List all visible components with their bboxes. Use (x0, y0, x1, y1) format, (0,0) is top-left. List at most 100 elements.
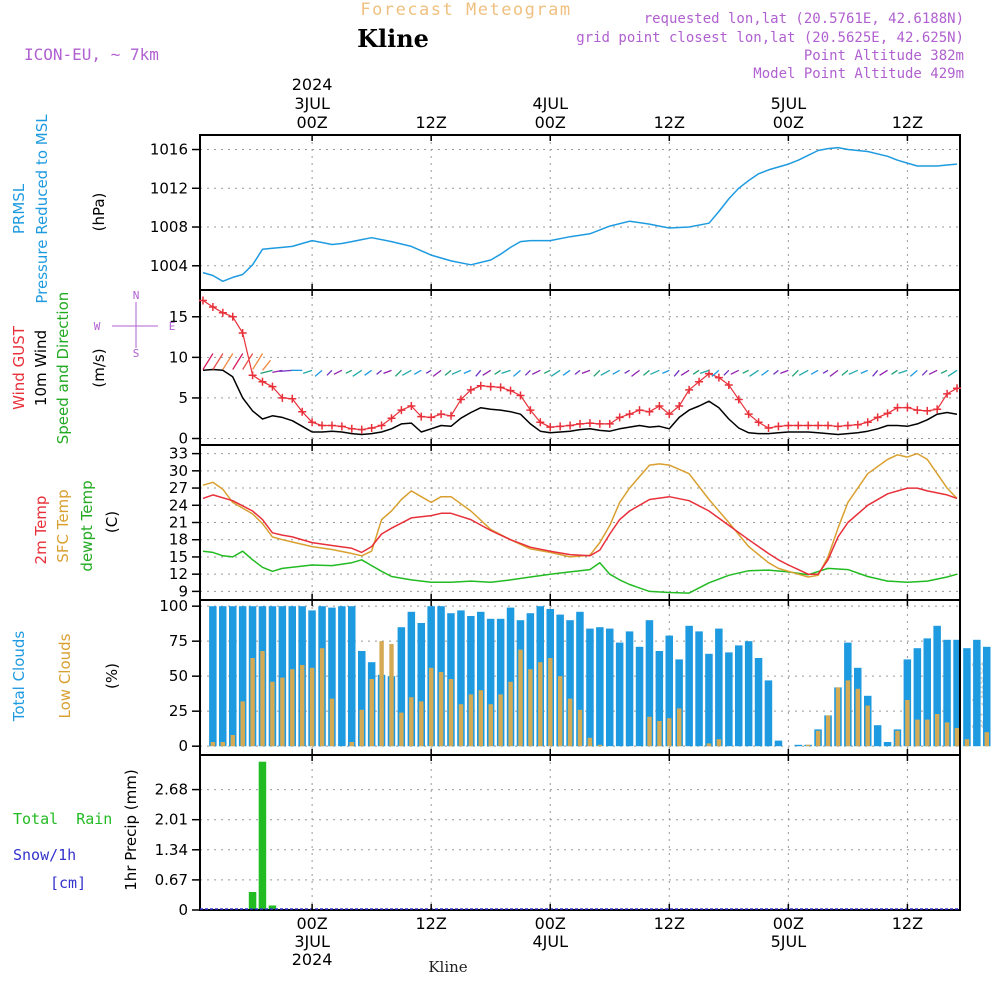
low-clouds-bar (270, 681, 275, 747)
total-clouds-bar (873, 725, 882, 747)
y-tick-label: 100 (159, 597, 188, 615)
total-clouds-bar (963, 648, 971, 747)
gust-marker (913, 406, 922, 415)
total-clouds-bar (486, 618, 495, 747)
gust-marker (695, 377, 704, 386)
pressure-unit: (hPa) (90, 193, 108, 232)
wind-arrow (773, 369, 779, 375)
y-tick-label: 21 (169, 514, 188, 532)
compass-north: N (133, 289, 140, 302)
gust-marker (853, 420, 862, 429)
low-clouds-bar (419, 701, 424, 747)
y-tick-label: 15 (169, 548, 188, 566)
wind-arrow (921, 369, 928, 376)
model-label: ICON-EU, ~ 7km (24, 45, 159, 64)
gust-marker (933, 405, 942, 414)
time-label: 12Z (416, 914, 447, 933)
wind-arrow (742, 369, 749, 374)
gust-marker (228, 312, 237, 321)
wind-arrow (574, 369, 581, 375)
wind-arrow (222, 353, 234, 370)
temp-sfc-label: SFC Temp (54, 489, 72, 562)
total-clouds-bar (586, 628, 594, 747)
gust-marker (208, 303, 217, 312)
precip-grid (200, 755, 960, 911)
wind-arrow (451, 369, 462, 375)
wind-arrow (898, 369, 908, 374)
low-clouds-bar (835, 687, 841, 747)
compass-east: E (169, 320, 176, 333)
wind-arrow (242, 353, 254, 370)
compass-rose: N W E S (94, 289, 176, 360)
gust-marker (625, 410, 634, 419)
pressure-frame (199, 134, 961, 291)
time-label: 12Z (416, 113, 447, 132)
low-clouds-bar (458, 704, 464, 747)
gust-marker (387, 414, 396, 423)
wind-arrow (872, 369, 879, 377)
model-point-altitude: Model Point Altitude 429m (753, 66, 964, 82)
gust-marker (804, 421, 813, 430)
y-tick-label: 0 (178, 901, 188, 919)
total-clouds-bar (754, 658, 763, 747)
wind-arrow (279, 369, 293, 372)
gust-marker (407, 402, 416, 411)
gust-marker (923, 406, 932, 415)
gust-marker (437, 410, 446, 419)
gust-marker (397, 406, 406, 415)
temp-2m-line (202, 487, 958, 575)
time-label: 2024 (292, 950, 333, 969)
wind-arrow (494, 369, 501, 375)
sfc-temp-line (202, 452, 958, 578)
time-label: 00Z (535, 914, 566, 933)
gust-marker (476, 381, 485, 390)
prmsl-label: PRMSL (10, 183, 28, 234)
gust-marker (655, 402, 664, 411)
total-clouds-bar (457, 610, 465, 747)
gust-marker (536, 418, 545, 427)
low-clouds-bar (935, 714, 940, 747)
wind-arrow (212, 353, 224, 370)
low-clouds-bar (409, 697, 414, 747)
wind-arrow (600, 369, 611, 376)
gust-marker (576, 419, 584, 428)
y-tick-label: 1012 (150, 179, 188, 197)
snow-label: Snow/1h (13, 846, 76, 864)
total-clouds-label: Total Clouds (10, 631, 28, 723)
total-clouds-bar (774, 740, 783, 747)
low-clouds-bar (399, 712, 404, 747)
y-tick-label: 0.67 (155, 871, 188, 889)
gust-marker (824, 421, 833, 430)
gust-marker (814, 421, 823, 430)
wind-arrow (860, 369, 868, 374)
total-clouds-bar (596, 627, 604, 747)
gust-marker (357, 425, 366, 434)
wind-arrow (841, 369, 849, 376)
total-clouds-bar (744, 641, 753, 747)
gust-marker (288, 394, 297, 403)
wind-arrow (692, 369, 700, 375)
total-clouds-bar (794, 744, 802, 747)
gust-marker (665, 410, 674, 419)
low-clouds-bar (845, 680, 851, 747)
low-clouds-bar (905, 700, 910, 747)
y-tick-label: 12 (169, 565, 188, 583)
y-tick-label: 2.68 (155, 781, 188, 799)
forecast-meteogram-title: Forecast Meteogram (360, 0, 571, 20)
gust-marker (873, 413, 882, 422)
wind-10m-line (202, 368, 958, 436)
gust-marker (595, 419, 604, 428)
gust-marker (784, 421, 793, 430)
temperature-series (202, 452, 958, 594)
y-tick-label: 10 (169, 348, 188, 366)
wind-arrow (879, 369, 888, 376)
low-clouds-bar (309, 667, 315, 747)
total-clouds-bar (685, 625, 693, 747)
total-clouds-bar (665, 635, 673, 747)
low-clouds-bar (865, 705, 870, 747)
y-tick-label: 5 (178, 389, 188, 407)
wind-arrow (260, 369, 273, 374)
wind-arrow (513, 369, 521, 377)
